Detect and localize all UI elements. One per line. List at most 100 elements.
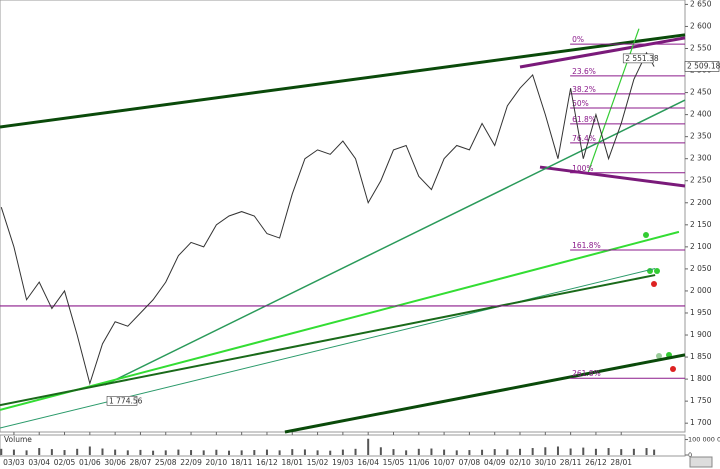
trendline xyxy=(0,33,686,129)
x-tick-label: 07/08 xyxy=(459,458,481,467)
fib-label: 0% xyxy=(572,35,584,44)
x-tick-label: 18/01 xyxy=(281,458,303,467)
volume-bar xyxy=(519,448,522,455)
x-tick-label: 01/06 xyxy=(79,458,101,467)
volume-bar xyxy=(531,448,534,455)
marker xyxy=(643,232,649,238)
volume-bar xyxy=(468,450,471,455)
x-tick-label: 28/07 xyxy=(130,458,152,467)
x-tick-label: 18/11 xyxy=(231,458,253,467)
y-tick-label: 2 100 xyxy=(690,242,712,251)
y-tick-label: 2 250 xyxy=(690,176,712,185)
x-tick-label: 28/11 xyxy=(560,458,582,467)
volume-bar xyxy=(0,448,3,455)
volume-bar xyxy=(582,447,585,455)
volume-bar xyxy=(202,450,205,455)
volume-bar xyxy=(544,447,547,455)
y-tick-label: 2 350 xyxy=(690,132,712,141)
y-tick-label: 2 400 xyxy=(690,110,712,119)
volume-bar xyxy=(291,449,294,455)
fib-label: 23.6% xyxy=(572,67,596,76)
y-tick-label: 1 850 xyxy=(690,352,712,361)
volume-bar xyxy=(607,448,610,455)
volume-bar xyxy=(88,446,91,455)
volume-bar xyxy=(354,448,357,455)
volume-bar xyxy=(114,449,117,455)
volume-title: Volume xyxy=(4,435,32,444)
marker xyxy=(670,366,676,372)
price-line xyxy=(0,51,655,386)
annotation-label: 2 551.38 xyxy=(625,54,659,63)
x-tick-label: 16/04 xyxy=(357,458,379,467)
volume-bar xyxy=(493,449,496,455)
volume-bar xyxy=(228,450,231,455)
x-tick-label: 10/07 xyxy=(433,458,455,467)
scroll-button[interactable] xyxy=(689,456,713,468)
y-tick-label: 2 200 xyxy=(690,198,712,207)
volume-bar xyxy=(653,449,656,455)
volume-bar xyxy=(240,450,243,455)
y-tick-label: 100 000 000 xyxy=(688,436,720,444)
x-tick-label: 11/06 xyxy=(408,458,430,467)
volume-bar xyxy=(177,449,180,455)
price-panel xyxy=(0,0,686,433)
y-tick-label: 2 150 xyxy=(690,220,712,229)
volume-bar xyxy=(253,450,256,455)
marker xyxy=(656,353,662,359)
volume-bar xyxy=(265,449,268,455)
volume-bar xyxy=(278,450,281,455)
volume-bar xyxy=(392,449,395,455)
volume-bar xyxy=(50,449,53,455)
volume-bar xyxy=(443,449,446,455)
volume-bar xyxy=(417,448,420,455)
x-tick-label: 19/03 xyxy=(332,458,354,467)
trendline xyxy=(587,28,640,173)
volume-bar xyxy=(645,448,648,455)
x-tick-label: 22/09 xyxy=(180,458,202,467)
y-tick-label: 2 300 xyxy=(690,154,712,163)
volume-bar xyxy=(506,449,509,455)
x-tick-label: 20/10 xyxy=(206,458,228,467)
volume-bar xyxy=(101,448,104,455)
volume-bar xyxy=(594,448,597,455)
volume-bar xyxy=(215,449,218,455)
annotation-box xyxy=(622,53,654,64)
y-tick-label: 2 600 xyxy=(690,21,712,30)
volume-bar xyxy=(38,448,41,455)
volume-bar xyxy=(632,448,635,455)
volume-bar xyxy=(76,448,79,455)
y-tick-label: 2 050 xyxy=(690,264,712,273)
x-tick-label: 15/05 xyxy=(383,458,405,467)
x-tick-label: 30/10 xyxy=(535,458,557,467)
volume-bar xyxy=(341,449,344,455)
y-tick-label: 2 000 xyxy=(690,286,712,295)
x-tick-label: 25/08 xyxy=(155,458,177,467)
trendline xyxy=(519,36,686,69)
volume-bar xyxy=(152,450,155,455)
y-tick-label: 1 950 xyxy=(690,308,712,317)
fib-label: 76.4% xyxy=(572,134,596,143)
volume-bar xyxy=(455,450,458,455)
volume-bar xyxy=(63,450,66,455)
x-tick-label: 03/03 xyxy=(3,458,25,467)
y-tick-label: 1 700 xyxy=(690,418,712,427)
x-tick-label: 30/06 xyxy=(104,458,126,467)
marker xyxy=(654,268,660,274)
trendline xyxy=(0,274,656,407)
volume-bar xyxy=(164,450,167,455)
volume-bar xyxy=(126,450,129,455)
last-price-box xyxy=(684,61,720,72)
fib-label: 50% xyxy=(572,99,589,108)
last-price-label: 2 509.18 xyxy=(687,61,720,70)
volume-bar xyxy=(25,450,28,455)
volume-bar xyxy=(556,446,559,455)
volume-bar xyxy=(316,450,319,455)
volume-bar xyxy=(569,448,572,455)
volume-bar xyxy=(430,448,433,455)
x-tick-label: 02/10 xyxy=(509,458,531,467)
x-tick-label: 15/02 xyxy=(307,458,329,467)
volume-bar xyxy=(620,449,623,455)
fib-label: 161.8% xyxy=(572,241,601,250)
volume-bar xyxy=(190,450,193,455)
